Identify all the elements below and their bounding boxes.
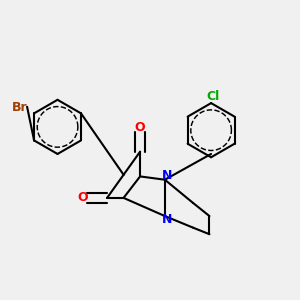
Text: Cl: Cl <box>206 90 219 103</box>
Text: N: N <box>162 169 173 182</box>
Text: N: N <box>162 213 173 226</box>
Text: O: O <box>135 122 146 134</box>
Text: O: O <box>77 191 88 204</box>
Text: Br: Br <box>12 100 27 114</box>
